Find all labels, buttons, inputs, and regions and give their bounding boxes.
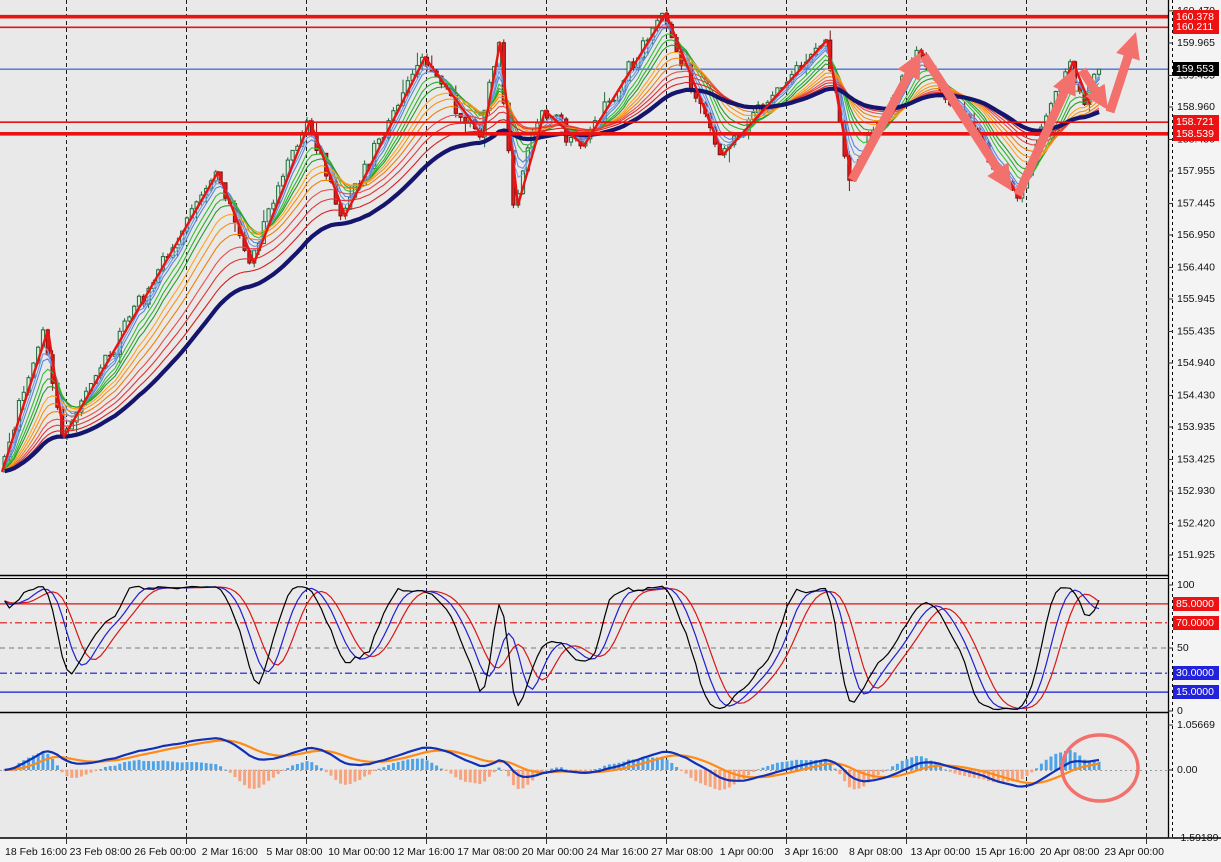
- svg-text:152.930: 152.930: [1177, 485, 1215, 497]
- svg-text:23 Apr 00:00: 23 Apr 00:00: [1104, 846, 1164, 858]
- svg-text:3 Apr 16:00: 3 Apr 16:00: [784, 846, 838, 858]
- time-axis-content: 18 Feb 16:00 23 Feb 08:00 26 Feb 00:00 2 Ma…: [5, 839, 1164, 858]
- badge-support-158721: 158.721: [1173, 115, 1219, 130]
- svg-text:153.425: 153.425: [1177, 453, 1215, 465]
- badge-osc-30: 30.0000: [1173, 666, 1219, 681]
- svg-text:157.955: 157.955: [1177, 165, 1215, 177]
- svg-text:8 Apr 08:00: 8 Apr 08:00: [849, 846, 903, 858]
- label-macd-zero: 0.00: [1177, 764, 1198, 776]
- svg-text:154.430: 154.430: [1177, 389, 1215, 401]
- svg-text:1 Apr 00:00: 1 Apr 00:00: [720, 846, 774, 858]
- svg-text:17 Mar 08:00: 17 Mar 08:00: [457, 846, 519, 858]
- svg-text:153.935: 153.935: [1177, 421, 1215, 433]
- highlight-circle-layer[interactable]: [1060, 733, 1140, 803]
- badge-support-158539: 158.539: [1173, 126, 1219, 141]
- oscillator-content: [0, 585, 1168, 711]
- badge-osc-70: 70.0000: [1173, 615, 1219, 630]
- svg-text:20 Apr 08:00: 20 Apr 08:00: [1040, 846, 1100, 858]
- svg-text:18 Feb 16:00: 18 Feb 16:00: [5, 846, 67, 858]
- svg-text:10 Mar 00:00: 10 Mar 00:00: [328, 846, 390, 858]
- label-osc-50: 50: [1177, 642, 1189, 654]
- label-macd-high: 1.05669: [1177, 718, 1215, 731]
- trend-prediction-arrows[interactable]: [848, 32, 1140, 197]
- macd-panel[interactable]: [0, 714, 1168, 837]
- badge-current-price: 159.553: [1173, 62, 1219, 77]
- svg-text:159.965: 159.965: [1177, 37, 1215, 49]
- svg-text:156.950: 156.950: [1177, 229, 1215, 241]
- svg-text:156.440: 156.440: [1177, 261, 1215, 273]
- main-chart-panel[interactable]: [0, 0, 1168, 576]
- badge-resistance-160378: 160.378: [1173, 9, 1219, 24]
- svg-text:155.435: 155.435: [1177, 325, 1215, 337]
- svg-text:155.945: 155.945: [1177, 293, 1215, 305]
- highlight-circle[interactable]: [1060, 733, 1140, 803]
- label-osc-100: 100: [1177, 579, 1195, 591]
- svg-text:24 Mar 16:00: 24 Mar 16:00: [586, 846, 648, 858]
- svg-text:2 Mar 16:00: 2 Mar 16:00: [202, 846, 258, 858]
- svg-text:20 Mar 00:00: 20 Mar 00:00: [522, 846, 584, 858]
- label-macd-low: -1.59189: [1177, 831, 1219, 844]
- badge-osc-85: 85.0000: [1173, 596, 1219, 611]
- badge-resistance-160211: 160.211: [1173, 20, 1219, 35]
- svg-text:23 Feb 08:00: 23 Feb 08:00: [70, 846, 132, 858]
- svg-text:5 Mar 08:00: 5 Mar 08:00: [266, 846, 322, 858]
- oscillator-panel[interactable]: [0, 578, 1168, 712]
- svg-text:27 Mar 08:00: 27 Mar 08:00: [651, 846, 713, 858]
- svg-text:151.925: 151.925: [1177, 549, 1215, 561]
- svg-text:13 Apr 00:00: 13 Apr 00:00: [911, 846, 971, 858]
- badge-osc-15: 15.0000: [1173, 685, 1219, 700]
- svg-text:157.445: 157.445: [1177, 197, 1215, 209]
- svg-text:158.960: 158.960: [1177, 101, 1215, 113]
- macd-content: [0, 737, 1168, 791]
- svg-text:15 Apr 16:00: 15 Apr 16:00: [975, 846, 1035, 858]
- svg-text:26 Feb 00:00: 26 Feb 00:00: [134, 846, 196, 858]
- time-axis[interactable]: [0, 838, 1221, 862]
- svg-text:12 Mar 16:00: 12 Mar 16:00: [393, 846, 455, 858]
- svg-text:152.420: 152.420: [1177, 517, 1215, 529]
- svg-text:154.940: 154.940: [1177, 357, 1215, 369]
- label-osc-0: 0: [1177, 705, 1183, 717]
